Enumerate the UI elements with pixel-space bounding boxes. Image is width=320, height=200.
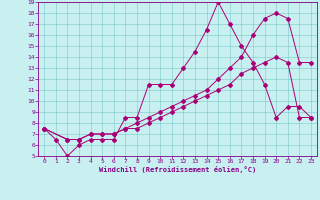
X-axis label: Windchill (Refroidissement éolien,°C): Windchill (Refroidissement éolien,°C) — [99, 166, 256, 173]
